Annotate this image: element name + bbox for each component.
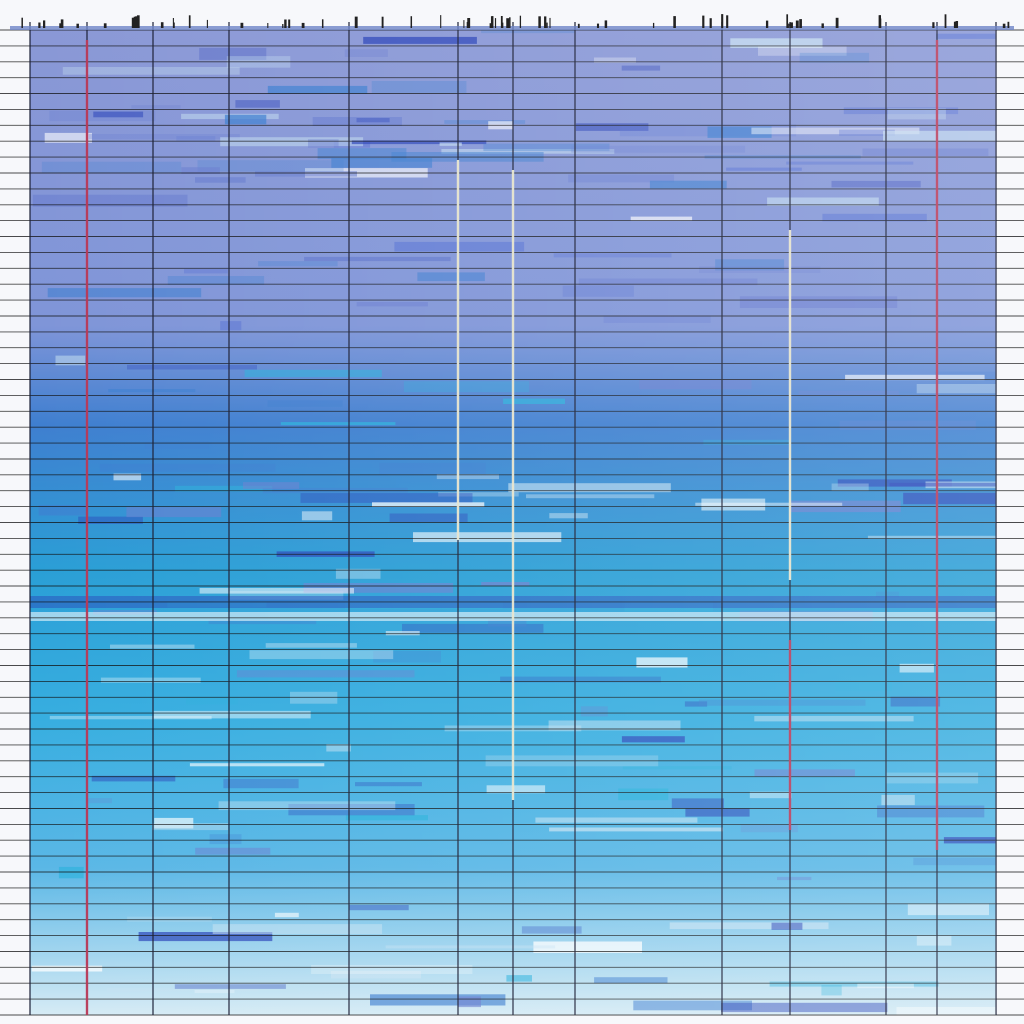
top-edge-marks [10,14,1014,30]
right-fade-overlay [30,30,996,1015]
